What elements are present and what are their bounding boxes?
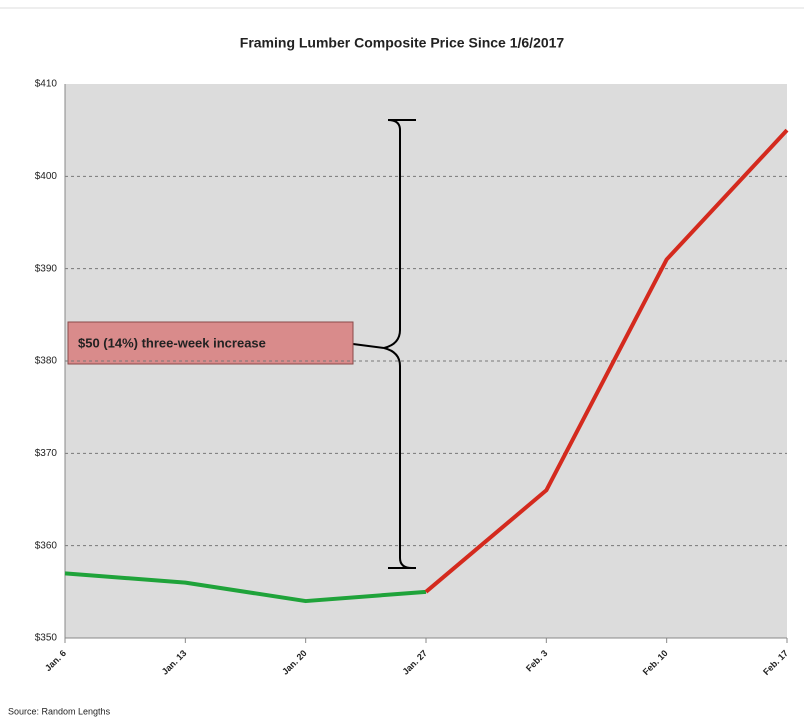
- x-tick-label: Feb. 17: [761, 648, 790, 677]
- y-tick-label: $370: [35, 448, 58, 459]
- brace-pointer: [352, 343, 385, 349]
- chart-title: Framing Lumber Composite Price Since 1/6…: [240, 35, 565, 51]
- y-tick-label: $350: [35, 633, 58, 644]
- x-tick-label: Feb. 3: [524, 648, 549, 673]
- x-tick-label: Jan. 6: [43, 648, 68, 673]
- y-tick-label: $360: [35, 540, 58, 551]
- x-tick-label: Jan. 13: [160, 648, 189, 677]
- x-tick-label: Feb. 10: [641, 648, 670, 677]
- y-tick-label: $400: [35, 171, 58, 182]
- annotation: $50 (14%) three-week increase: [78, 335, 266, 350]
- annotation-box: [67, 321, 354, 365]
- x-tick-label: Jan. 27: [400, 648, 429, 677]
- line-series: [64, 571, 427, 604]
- y-tick-label: $380: [35, 356, 58, 367]
- x-tick-label: Jan. 20: [280, 648, 309, 677]
- y-tick-label: $390: [35, 263, 58, 274]
- y-tick-label: $410: [35, 79, 58, 90]
- source: Source: Random Lengths: [8, 706, 111, 716]
- line-series: [424, 128, 789, 594]
